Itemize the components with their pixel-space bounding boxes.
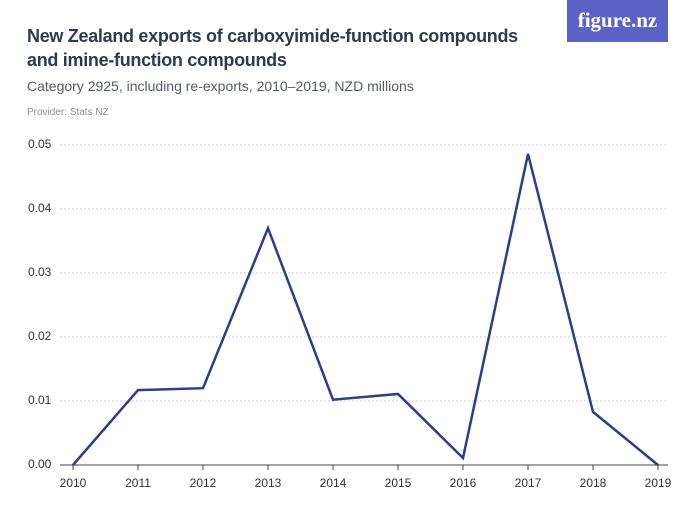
x-tick-label: 2019: [645, 476, 672, 490]
x-tick-label: 2015: [385, 476, 412, 490]
x-tick-label: 2016: [450, 476, 477, 490]
data-line: [72, 153, 659, 466]
chart-subtitle: Category 2925, including re-exports, 201…: [27, 78, 414, 94]
y-tick-label: 0.04: [28, 201, 52, 215]
chart-title: New Zealand exports of carboxyimide-func…: [27, 26, 518, 70]
y-tick-label: 0.00: [28, 457, 52, 471]
x-tick-label: 2013: [255, 476, 282, 490]
x-tick-label: 2018: [580, 476, 607, 490]
x-tick-label: 2010: [60, 476, 87, 490]
y-tick-label: 0.03: [28, 265, 52, 279]
x-tick-label: 2017: [515, 476, 542, 490]
y-tick-label: 0.02: [28, 329, 52, 343]
x-tick-label: 2011: [125, 476, 151, 490]
brand-logo: figure.nz: [567, 0, 668, 42]
x-tick-label: 2012: [190, 476, 217, 490]
y-tick-label: 0.05: [28, 137, 52, 151]
source-note: Provider: Stats NZ: [27, 107, 109, 118]
x-tick-label: 2014: [320, 476, 347, 490]
y-tick-label: 0.01: [28, 393, 52, 407]
